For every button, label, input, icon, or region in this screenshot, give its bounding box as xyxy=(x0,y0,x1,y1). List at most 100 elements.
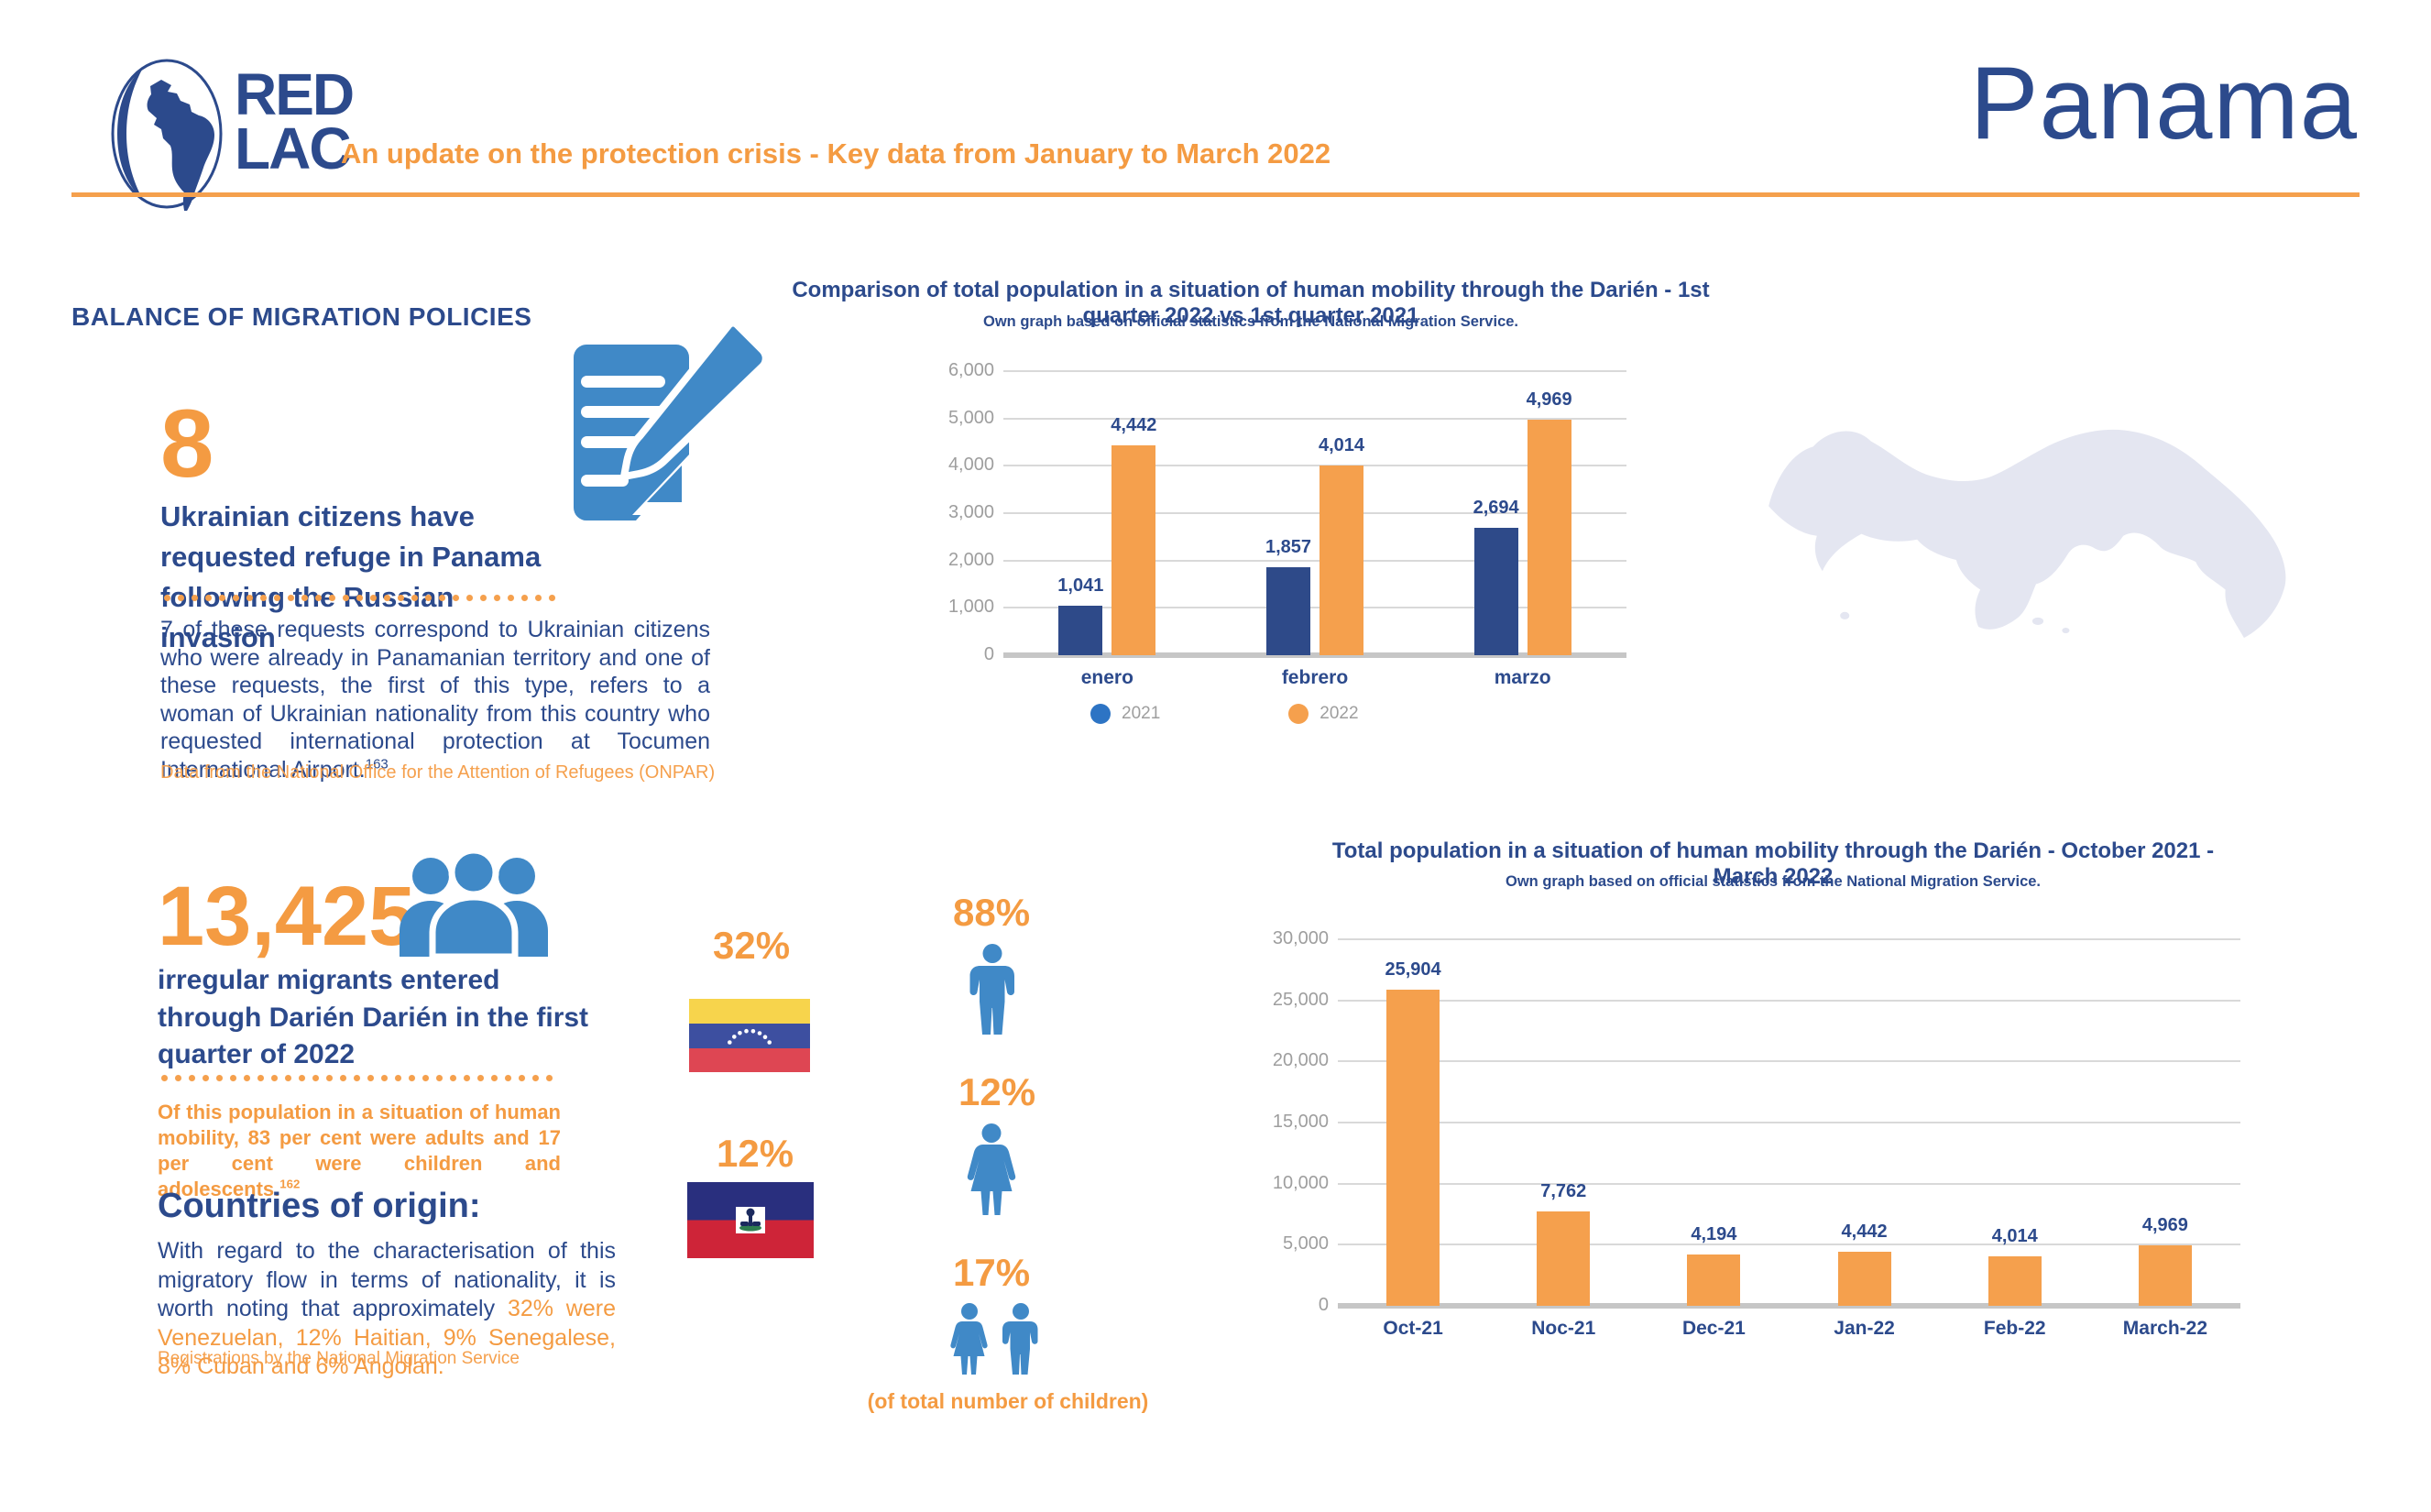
x-tick-label: Dec-21 xyxy=(1681,1318,1746,1339)
y-tick-label: 3,000 xyxy=(947,502,994,522)
gridline xyxy=(1338,938,2240,940)
gridline xyxy=(1003,370,1626,372)
panama-map-icon xyxy=(1768,429,2286,639)
y-tick-label: 5,000 xyxy=(947,407,994,428)
bar xyxy=(2138,1244,2192,1306)
venezuela-percentage: 32% xyxy=(713,924,791,967)
y-tick-label: 15,000 xyxy=(1272,1112,1329,1132)
children-icons xyxy=(950,1303,1038,1375)
girl-child-icon xyxy=(950,1303,988,1375)
gridline xyxy=(1338,1182,2240,1185)
children-note: (of total number of children) xyxy=(867,1389,1149,1413)
bar-value-label: 1,857 xyxy=(1265,537,1312,558)
legend-label: 2021 xyxy=(1122,704,1161,723)
haiti-percentage: 12% xyxy=(717,1132,794,1175)
y-tick-label: 5,000 xyxy=(1282,1233,1329,1255)
bar-value-label: 1,041 xyxy=(1057,575,1104,597)
legend-dot xyxy=(1288,704,1309,724)
bar-value-label: 4,442 xyxy=(1841,1221,1888,1242)
gridline xyxy=(1003,607,1626,609)
document-pen-icon xyxy=(574,319,770,520)
bar xyxy=(1473,527,1518,655)
comparison-chart-subtitle: Own graph based on official statistics f… xyxy=(982,313,1519,330)
venezuela-flag-icon xyxy=(689,999,810,1072)
legend-label: 2022 xyxy=(1320,704,1359,723)
y-tick-label: 2,000 xyxy=(947,549,994,570)
gridline xyxy=(1338,999,2240,1002)
legend-item: 2021 xyxy=(1090,704,1160,724)
x-axis: Oct-21 Noc-21 Dec-21 Jan-22 Feb-22 March-22 xyxy=(1338,1318,2240,1345)
report-subtitle: An update on the protection crisis - Key… xyxy=(341,137,1331,170)
bar-value-label: 4,014 xyxy=(1318,434,1365,455)
legend-item: 2022 xyxy=(1288,704,1359,724)
comparison-chart-title: Comparison of total population in a situ… xyxy=(792,278,1710,328)
balance-section-heading: BALANCE OF MIGRATION POLICIES xyxy=(71,302,532,331)
female-person-icon xyxy=(967,1123,1016,1215)
male-person-icon xyxy=(969,944,1014,1035)
country-title: Panama xyxy=(1969,46,2358,160)
bar xyxy=(1837,1251,1891,1306)
gridline xyxy=(1003,559,1626,562)
bar xyxy=(1058,606,1103,655)
balance-paragraph: 7 of these requests correspond to Ukrain… xyxy=(160,616,710,783)
y-tick-label: 1,000 xyxy=(947,597,994,618)
gridline xyxy=(1003,465,1626,467)
migrants-source-note: Registrations by the National Migration … xyxy=(158,1349,520,1368)
bar xyxy=(1527,420,1571,655)
gridline xyxy=(1338,1122,2240,1123)
migrants-text: irregular migrants entered through Darié… xyxy=(158,965,589,1069)
balance-source-note: Data from the National Office for the At… xyxy=(160,762,716,783)
x-tick-label: Jan-22 xyxy=(1834,1318,1895,1339)
x-tick-label: Feb-22 xyxy=(1983,1318,2046,1339)
y-tick-label: 30,000 xyxy=(1272,928,1329,948)
bar-value-label: 2,694 xyxy=(1473,497,1519,518)
countries-paragraph-highlight: 32% were Venezuelan, 12% Haitian, 9% Sen… xyxy=(158,1296,616,1379)
bar-value-label: 4,969 xyxy=(2141,1214,2188,1235)
boy-child-icon xyxy=(1002,1303,1038,1375)
haiti-flag-icon xyxy=(687,1182,814,1258)
countries-paragraph: With regard to the characterisation of t… xyxy=(158,1237,616,1382)
female-percentage: 12% xyxy=(958,1070,1036,1113)
total-population-chart-title: Total population in a situation of human… xyxy=(1331,838,2215,889)
bar-value-label: 4,442 xyxy=(1111,414,1157,435)
y-tick-label: 0 xyxy=(1318,1295,1329,1315)
balance-paragraph-text: 7 of these requests correspond to Ukrain… xyxy=(160,617,710,783)
plot-area: 1,041 4,442 1,857 4,014 2,694 4,969 xyxy=(1003,370,1626,658)
header-divider xyxy=(71,192,2360,197)
gridline xyxy=(1338,1244,2240,1246)
migrants-number: 13,425 xyxy=(158,870,416,963)
migrants-paragraph: Of this population in a situation of hum… xyxy=(158,1100,561,1203)
comparison-bar-chart: 0 1,000 2,000 3,000 4,000 5,000 6,000 1,041 4,4… xyxy=(944,348,1649,742)
footnote-ref-162: 162 xyxy=(279,1178,301,1192)
y-tick-label: 4,000 xyxy=(947,455,994,476)
x-tick-label: Noc-21 xyxy=(1531,1318,1596,1339)
logo-line-lac: LAC xyxy=(235,115,352,181)
bar xyxy=(1537,1211,1591,1306)
total-population-chart-subtitle: Own graph based on official statistics f… xyxy=(1505,873,2042,890)
bar xyxy=(1386,989,1440,1306)
redlac-globe-logo-icon xyxy=(111,59,223,211)
dotted-separator xyxy=(160,594,556,602)
children-percentage: 17% xyxy=(953,1251,1031,1294)
bar-value-label: 4,014 xyxy=(1991,1226,2038,1247)
total-population-bar-chart: 0 5,000 10,000 15,000 20,000 25,000 30,000 25,… xyxy=(1255,898,2254,1375)
gridline xyxy=(1003,417,1626,420)
y-tick-label: 0 xyxy=(983,644,994,664)
legend-dot xyxy=(1090,704,1111,724)
countries-of-origin-heading: Countries of origin: xyxy=(158,1187,481,1225)
y-axis: 0 1,000 2,000 3,000 4,000 5,000 6,000 xyxy=(907,360,994,664)
male-percentage: 88% xyxy=(953,891,1031,934)
bar xyxy=(1988,1256,2042,1306)
ukrainian-requests-text: Ukrainian citizens have requested refuge… xyxy=(160,500,542,654)
y-axis: 0 5,000 10,000 15,000 20,000 25,000 30,000 xyxy=(1237,928,1329,1315)
bar xyxy=(1320,465,1363,655)
migrants-paragraph-text: Of this population in a situation of hum… xyxy=(158,1101,561,1201)
bar-value-label: 4,194 xyxy=(1691,1224,1737,1245)
gridline xyxy=(1338,1303,2240,1309)
bar-value-label: 4,969 xyxy=(1526,389,1572,411)
x-tick-label: marzo xyxy=(1494,667,1551,688)
bar xyxy=(1111,444,1156,655)
bar-value-label: 25,904 xyxy=(1385,959,1441,980)
redlac-logo-text: RED LAC xyxy=(235,65,355,181)
x-tick-label: febrero xyxy=(1281,667,1349,688)
